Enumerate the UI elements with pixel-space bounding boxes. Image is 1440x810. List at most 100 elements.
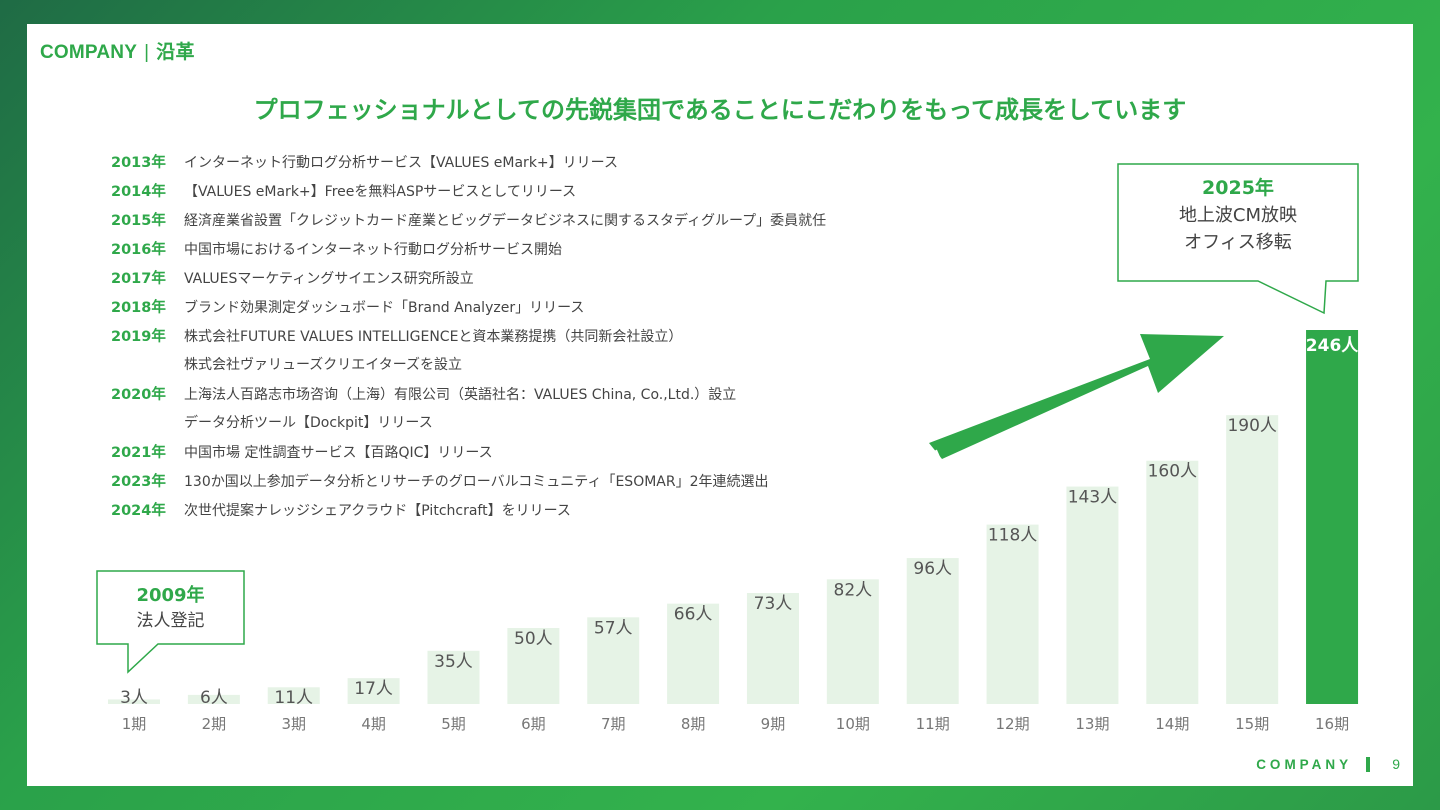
bar (826, 579, 879, 704)
x-tick-label: 5期 (441, 715, 466, 733)
bar (1146, 460, 1199, 704)
header-section: 沿革 (156, 42, 195, 63)
timeline-year: 2021年 (111, 445, 166, 461)
x-tick-label: 14期 (1155, 715, 1189, 733)
bar (746, 593, 799, 704)
x-tick-label: 4期 (361, 715, 386, 733)
timeline-row: 2020年 上海法人百路志市场咨询（上海）有限公司（英語社名：VALUES Chi… (111, 380, 1011, 409)
data-label: 11人 (274, 688, 313, 708)
data-label: 190人 (1227, 416, 1276, 436)
x-tick-label: 1期 (122, 715, 147, 733)
timeline-row: 2023年 130か国以上参加データ分析とリサーチのグローバルコミュニティ「ESO… (111, 467, 1011, 496)
timeline-row: 2017年 VALUESマーケティングサイエンス研究所設立 (111, 264, 1011, 293)
timeline-row: 2024年 次世代提案ナレッジシェアクラウド【Pitchcraft】をリリース (111, 496, 1011, 525)
footer: COMPANY 9 (1256, 756, 1400, 772)
header-company: COMPANY (40, 42, 138, 63)
x-tick-label: 8期 (681, 715, 706, 733)
data-label: 160人 (1148, 462, 1197, 482)
callout-2025-shape (1117, 163, 1359, 315)
data-label: 35人 (434, 652, 473, 672)
footer-divider (1366, 756, 1371, 772)
timeline-text: インターネット行動ログ分析サービス【VALUES eMark+】リリース (184, 155, 618, 171)
timeline-text: ブランド効果測定ダッシュボード「Brand Analyzer」リリース (184, 300, 585, 316)
timeline-text: 【VALUES eMark+】Freeを無料ASPサービスとしてリリース (184, 184, 577, 200)
data-label: 246人 (1306, 336, 1359, 356)
timeline-year: 2014年 (111, 184, 166, 200)
timeline-year: 2020年 (111, 387, 166, 403)
timeline-year: 2018年 (111, 300, 166, 316)
growth-arrow-shape (929, 334, 1224, 459)
callout-2009-shape (96, 570, 245, 674)
callout-2025-year: 2025年 (1202, 177, 1274, 199)
callout-2025: 2025年 地上波CM放映 オフィス移転 (1118, 174, 1358, 256)
bar (187, 694, 240, 704)
callout-2009: 2009年 法人登記 (97, 583, 244, 633)
x-tick-label: 12期 (996, 715, 1030, 733)
footer-company: COMPANY (1256, 756, 1353, 772)
timeline-text: 株式会社FUTURE VALUES INTELLIGENCEと資本業務提携（共同… (184, 329, 683, 345)
growth-arrow-stripe (935, 449, 944, 467)
timeline-row: データ分析ツール【Dockpit】リリース (111, 409, 1011, 438)
timeline-text: 次世代提案ナレッジシェアクラウド【Pitchcraft】をリリース (184, 503, 571, 519)
timeline-year: 2019年 (111, 329, 166, 345)
callout-2009-text: 法人登記 (136, 611, 205, 631)
bar (427, 650, 480, 704)
timeline-text: 中国市場におけるインターネット行動ログ分析サービス開始 (184, 242, 562, 258)
bar (587, 617, 640, 704)
timeline-year: 2024年 (111, 503, 166, 519)
x-tick-label: 11期 (916, 715, 950, 733)
header-divider: | (144, 42, 150, 63)
data-label: 143人 (1068, 488, 1117, 508)
bar (1306, 330, 1359, 704)
data-label: 3人 (120, 688, 148, 708)
timeline-text: VALUESマーケティングサイエンス研究所設立 (184, 271, 474, 287)
data-label: 50人 (514, 629, 553, 649)
data-label: 6人 (200, 688, 228, 708)
page-title: プロフェッショナルとしての先鋭集団であることにこだわりをもって成長をしています (253, 96, 1187, 124)
bar (347, 678, 400, 704)
timeline-text: 130か国以上参加データ分析とリサーチのグローバルコミュニティ「ESOMAR」2… (184, 474, 769, 490)
x-tick-label: 6期 (521, 715, 546, 733)
growth-arrow-stripe (931, 451, 940, 469)
x-tick-label: 13期 (1075, 715, 1109, 733)
data-label: 17人 (354, 679, 393, 699)
timeline-row: 2014年 【VALUES eMark+】Freeを無料ASPサービスとしてリリー… (111, 177, 1011, 206)
timeline-text: データ分析ツール【Dockpit】リリース (184, 415, 433, 431)
timeline-text: 株式会社ヴァリューズクリエイターズを設立 (184, 357, 463, 373)
page-number: 9 (1392, 756, 1400, 772)
x-tick-label: 9期 (761, 715, 786, 733)
data-label: 118人 (988, 526, 1037, 546)
timeline-text: 中国市場 定性調査サービス【百路QIC】リリース (184, 445, 493, 461)
bar (1066, 486, 1119, 704)
bar (906, 558, 959, 704)
timeline-row: 2019年 株式会社FUTURE VALUES INTELLIGENCEと資本業務… (111, 322, 1011, 351)
timeline-row: 2018年 ブランド効果測定ダッシュボード「Brand Analyzer」リリース (111, 293, 1011, 322)
bar (986, 524, 1039, 704)
growth-arrow (929, 334, 1224, 469)
x-tick-label: 7期 (601, 715, 626, 733)
headcount-chart: 3人 1期 6人 2期 11人 3期 17人 4期 35人 5期 50人 6期 57人 7期 66人 8期 73… (96, 163, 1359, 733)
timeline-year: 2015年 (111, 213, 166, 229)
data-label: 66人 (674, 605, 713, 625)
x-tick-label: 10期 (836, 715, 870, 733)
timeline-text: 上海法人百路志市场咨询（上海）有限公司（英語社名：VALUES China, C… (184, 387, 737, 403)
timeline-row: 2021年 中国市場 定性調査サービス【百路QIC】リリース (111, 438, 1011, 467)
callout-2025-line2: オフィス移転 (1184, 232, 1292, 253)
timeline-year: 2013年 (111, 155, 166, 171)
timeline-row: 2016年 中国市場におけるインターネット行動ログ分析サービス開始 (111, 235, 1011, 264)
timeline-year: 2016年 (111, 242, 166, 258)
data-label: 82人 (834, 580, 873, 600)
x-tick-label: 3期 (281, 715, 306, 733)
callout-2025-line1: 地上波CM放映 (1178, 205, 1298, 226)
timeline-year: 2017年 (111, 271, 166, 287)
bar (1226, 415, 1279, 704)
data-label: 57人 (594, 618, 633, 638)
timeline: 2013年 インターネット行動ログ分析サービス【VALUES eMark+】リリー… (111, 148, 1011, 525)
timeline-year: 2023年 (111, 474, 166, 490)
timeline-text: 経済産業省設置「クレジットカード産業とビッグデータビジネスに関するスタディグルー… (184, 213, 827, 229)
timeline-row: 2013年 インターネット行動ログ分析サービス【VALUES eMark+】リリー… (111, 148, 1011, 177)
bar (507, 627, 560, 704)
x-tick-label: 2期 (202, 715, 227, 733)
data-label: 96人 (913, 559, 952, 579)
timeline-row: 2015年 経済産業省設置「クレジットカード産業とビッグデータビジネスに関するスタ… (111, 206, 1011, 235)
